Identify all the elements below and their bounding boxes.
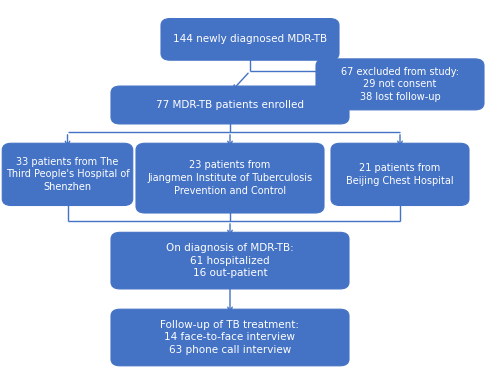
FancyBboxPatch shape [136,143,324,213]
FancyBboxPatch shape [111,86,349,124]
Text: 144 newly diagnosed MDR-TB: 144 newly diagnosed MDR-TB [173,34,327,44]
FancyBboxPatch shape [161,18,339,60]
Text: Follow-up of TB treatment:
14 face-to-face interview
63 phone call interview: Follow-up of TB treatment: 14 face-to-fa… [160,320,300,355]
FancyBboxPatch shape [111,309,349,366]
FancyBboxPatch shape [331,143,469,206]
Text: 21 patients from
Beijing Chest Hospital: 21 patients from Beijing Chest Hospital [346,163,454,186]
Text: 33 patients from The
Third People's Hospital of
Shenzhen: 33 patients from The Third People's Hosp… [6,157,130,192]
Text: 67 excluded from study:
29 not consent
38 lost follow-up: 67 excluded from study: 29 not consent 3… [341,67,459,102]
FancyBboxPatch shape [2,143,133,206]
FancyBboxPatch shape [316,59,484,110]
Text: On diagnosis of MDR-TB:
61 hospitalized
16 out-patient: On diagnosis of MDR-TB: 61 hospitalized … [166,243,294,278]
FancyBboxPatch shape [111,232,349,289]
Text: 23 patients from
Jiangmen Institute of Tuberculosis
Prevention and Control: 23 patients from Jiangmen Institute of T… [148,160,312,196]
Text: 77 MDR-TB patients enrolled: 77 MDR-TB patients enrolled [156,100,304,110]
